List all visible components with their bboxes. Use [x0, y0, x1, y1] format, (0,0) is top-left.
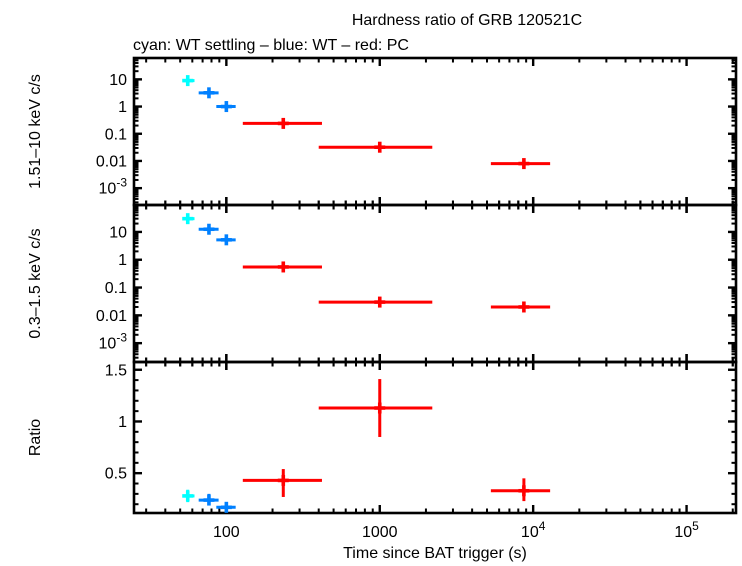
chart-subtitle: cyan: WT settling – blue: WT – red: PC [133, 37, 409, 54]
y-tick-label: 1.5 [105, 362, 127, 379]
y-tick-label: 1 [118, 414, 127, 431]
y-tick-label: 10 [109, 224, 127, 241]
y-tick-label: 0.5 [105, 466, 127, 483]
x-tick-label: 104 [521, 519, 546, 541]
panel-frame-1 [132, 203, 738, 364]
y-tick-label: 1 [118, 99, 127, 116]
y-tick-label: 0.1 [105, 280, 127, 297]
x-tick-label: 100 [213, 524, 240, 541]
x-tick-label: 1000 [362, 524, 398, 541]
y-axis-label-hard-rate: 1.51–10 keV c/s [27, 74, 44, 189]
y-tick-label: 1 [118, 252, 127, 269]
y-axis-label-ratio: Ratio [27, 419, 44, 456]
chart-title: Hardness ratio of GRB 120521C [352, 12, 582, 29]
y-tick-label: 0.01 [96, 308, 127, 325]
y-tick-label: 0.01 [96, 153, 127, 170]
panel-frame-0 [132, 56, 738, 207]
panel-frame-2 [132, 360, 738, 515]
y-axis-label-soft-rate: 0.3–1.5 keV c/s [27, 228, 44, 338]
x-axis-label: Time since BAT trigger (s) [343, 545, 527, 562]
x-tick-label: 105 [674, 519, 699, 541]
y-tick-label: 10-3 [99, 176, 128, 198]
y-tick-label: 10-3 [99, 331, 128, 353]
y-tick-label: 0.1 [105, 126, 127, 143]
plot-layer: 100 1000 104 105 10 1 0.1 0.01 10-3 10 1 0.1 0.01 10-… [96, 56, 738, 541]
y-tick-label: 10 [109, 72, 127, 89]
